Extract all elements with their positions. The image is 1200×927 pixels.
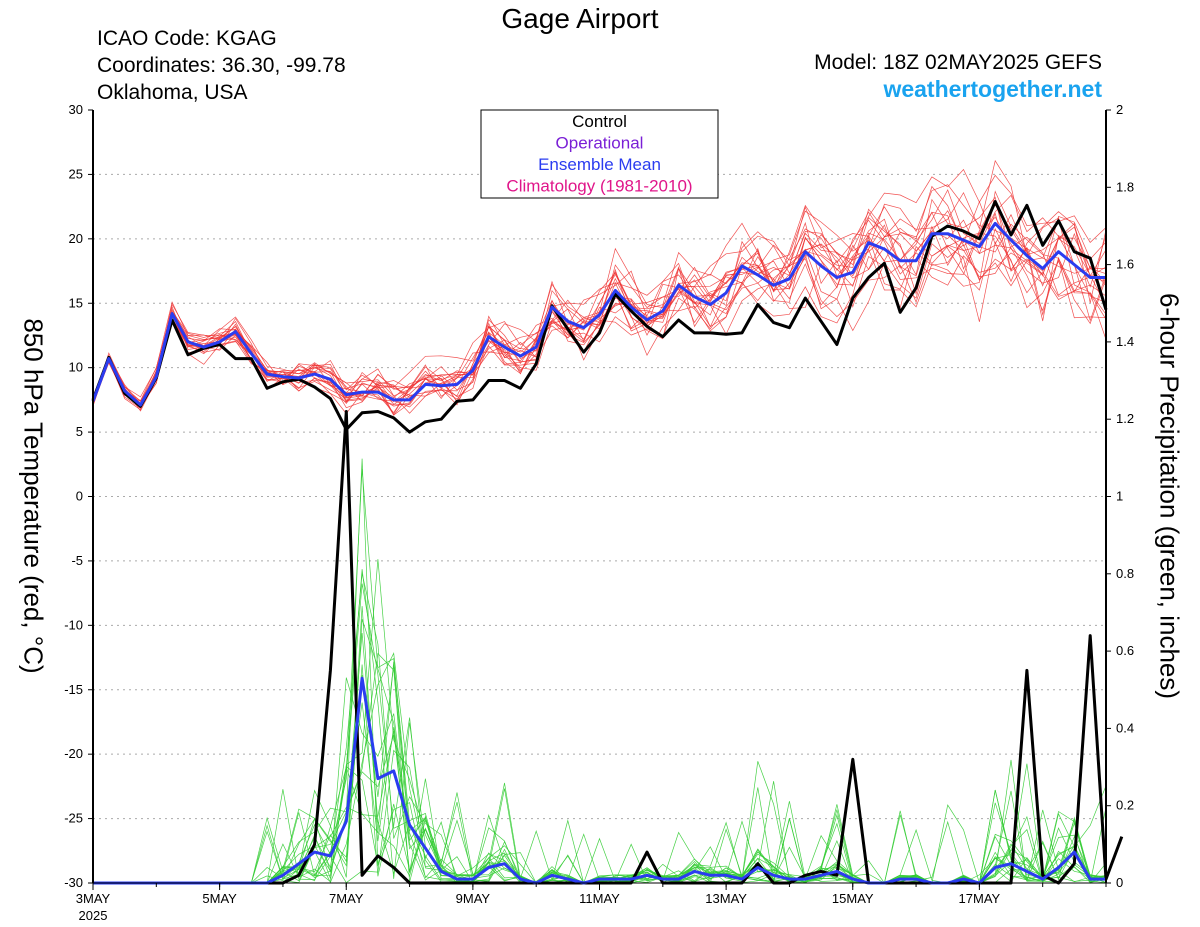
y-tick-label-right: 0.2 <box>1116 798 1134 813</box>
ensemble-member-precip <box>93 702 1107 884</box>
ensemble-members-layer <box>92 159 1107 884</box>
ensemble-member-precip <box>93 606 1107 884</box>
coordinates: Coordinates: 36.30, -99.78 <box>97 54 346 77</box>
ensemble-member-precip <box>93 717 1107 884</box>
y-tick-label-left: 25 <box>69 166 83 181</box>
control-precipitation-line <box>93 410 1124 885</box>
ensemble-member-precip <box>93 652 1107 884</box>
ensemble-member-precip <box>93 559 1107 884</box>
mean-precipitation-line <box>93 676 1106 885</box>
y-tick-label-left: 5 <box>76 424 83 439</box>
ensemble-member-temp <box>92 200 1107 415</box>
x-tick-label: 13MAY <box>705 891 747 906</box>
x-tick-label: 3MAY <box>76 891 111 906</box>
series-layer <box>91 200 1124 885</box>
legend-box: Control Operational Ensemble Mean Climatolo… <box>480 109 719 199</box>
location: Oklahoma, USA <box>97 81 248 104</box>
page-title: Gage Airport <box>501 3 659 34</box>
legend-entry: Operational <box>556 134 644 153</box>
legend-entry: Ensemble Mean <box>538 155 661 174</box>
ensemble-member-temp <box>92 196 1107 415</box>
ensemble-member-temp <box>92 159 1107 416</box>
legend-entry: Control <box>572 112 627 131</box>
ensemble-member-precip <box>93 468 1107 884</box>
ensemble-member-temp <box>92 184 1107 408</box>
ensemble-member-temp <box>92 221 1107 408</box>
axes-layer: 302520151050-5-10-15-20-25-3021.81.61.41… <box>64 102 1134 923</box>
x-tick-label: 15MAY <box>832 891 874 906</box>
website-link[interactable]: weathertogether.net <box>883 76 1102 102</box>
y-tick-label-right: 2 <box>1116 102 1123 117</box>
y-tick-label-right: 1 <box>1116 489 1123 504</box>
ensemble-member-precip <box>93 569 1107 884</box>
y-tick-label-right: 0 <box>1116 875 1123 890</box>
y-tick-label-right: 1.4 <box>1116 334 1134 349</box>
x-tick-label: 7MAY <box>329 891 364 906</box>
ensemble-member-precip <box>93 458 1107 884</box>
y-tick-label-right: 0.6 <box>1116 643 1134 658</box>
y-tick-label-right: 1.2 <box>1116 411 1134 426</box>
y-tick-label-left: -15 <box>64 682 83 697</box>
ensemble-member-precip <box>93 734 1107 884</box>
ensemble-member-precip <box>93 664 1107 884</box>
ensemble-member-precip <box>93 652 1107 884</box>
ensemble-member-temp <box>92 185 1107 408</box>
ensemble-member-precip <box>93 632 1107 884</box>
y-tick-label-left: 20 <box>69 231 83 246</box>
ensemble-member-temp <box>92 212 1107 405</box>
ensemble-member-temp <box>92 216 1107 403</box>
ensemble-member-temp <box>92 189 1107 407</box>
ensemble-member-precip <box>93 677 1107 884</box>
y-tick-label-right: 1.8 <box>1116 179 1134 194</box>
x-tick-year-label: 2025 <box>79 908 108 923</box>
ensemble-member-temp <box>92 219 1107 414</box>
ensemble-member-precip <box>93 661 1107 884</box>
ensemble-member-precip <box>93 573 1107 884</box>
y-tick-label-right: 0.4 <box>1116 720 1134 735</box>
legend-entry: Climatology (1981-2010) <box>506 177 692 196</box>
ensemble-member-precip <box>93 664 1107 884</box>
y-tick-label-right: 0.8 <box>1116 566 1134 581</box>
x-tick-label: 11MAY <box>579 891 620 906</box>
y-tick-label-left: -30 <box>64 875 83 890</box>
y-tick-label-left: 30 <box>69 102 83 117</box>
y-tick-label-left: -10 <box>64 617 83 632</box>
y-tick-label-left: 10 <box>69 360 83 375</box>
x-tick-label: 17MAY <box>959 891 1001 906</box>
y-tick-label-left: 0 <box>76 489 83 504</box>
y-tick-label-left: -5 <box>71 553 83 568</box>
y-tick-label-right: 1.6 <box>1116 257 1134 272</box>
ensemble-member-temp <box>92 190 1107 412</box>
x-tick-label: 9MAY <box>456 891 491 906</box>
y-tick-label-left: -25 <box>64 811 83 826</box>
x-tick-label: 5MAY <box>202 891 237 906</box>
ensemble-member-precip <box>93 749 1107 884</box>
mean-temperature-line <box>91 221 1106 407</box>
y-tick-label-left: -20 <box>64 746 83 761</box>
grid-layer <box>93 173 1106 820</box>
legend-frame <box>480 109 719 199</box>
icao-code: ICAO Code: KGAG <box>97 27 277 50</box>
model-run: Model: 18Z 02MAY2025 GEFS <box>814 51 1102 74</box>
y-tick-label-left: 15 <box>69 295 83 310</box>
